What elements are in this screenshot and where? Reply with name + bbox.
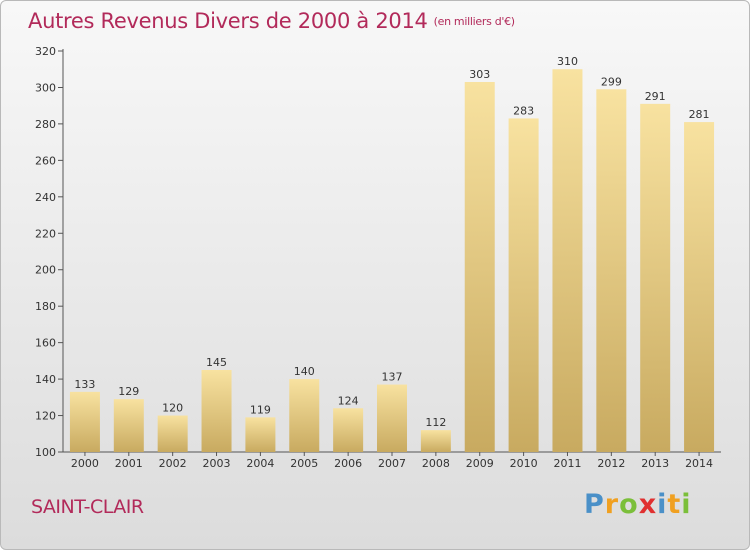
bar [113,399,144,452]
y-tick-label: 160 [35,337,56,350]
x-tick-label: 2011 [553,457,581,470]
bar-value-label: 119 [250,403,271,416]
chart-title: Autres Revenus Divers de 2000 à 2014 (en … [28,9,515,33]
bar-value-label: 133 [74,378,95,391]
bar [420,430,451,452]
chart-title-text: Autres Revenus Divers de 2000 à 2014 [28,9,428,33]
x-tick-label: 2007 [378,457,406,470]
y-tick-label: 200 [35,264,56,277]
bar-value-label: 145 [206,356,227,369]
bar [69,391,100,452]
bar-value-label: 137 [382,371,403,384]
bar-value-label: 291 [645,90,666,103]
x-tick-label: 2001 [115,457,143,470]
bar [333,408,364,452]
x-tick-label: 2008 [422,457,450,470]
bar-value-label: 112 [425,416,446,429]
y-tick-label: 300 [35,81,56,94]
bar [289,379,320,452]
x-tick-label: 2013 [641,457,669,470]
city-name: SAINT-CLAIR [31,496,144,518]
y-tick-label: 240 [35,191,56,204]
bar [464,81,495,453]
bar [201,369,232,452]
y-tick-label: 100 [35,446,56,459]
x-tick-label: 2006 [334,457,362,470]
y-tick-label: 280 [35,118,56,131]
y-tick-label: 320 [35,45,56,58]
x-tick-label: 2014 [685,457,713,470]
bar [245,417,276,452]
bar-value-label: 120 [162,402,183,415]
bar [508,118,539,452]
x-tick-label: 2005 [290,457,318,470]
bar [552,69,583,453]
y-tick-label: 140 [35,373,56,386]
y-tick-label: 220 [35,227,56,240]
bar [377,384,407,452]
x-tick-label: 2009 [466,457,494,470]
y-tick-label: 260 [35,154,56,167]
bar [157,415,188,452]
bar [684,122,715,452]
x-tick-label: 2012 [597,457,625,470]
bar [640,103,671,452]
x-tick-label: 2003 [203,457,231,470]
bar [596,89,627,452]
y-tick-label: 180 [35,300,56,313]
bar-value-label: 303 [469,68,490,81]
x-tick-label: 2000 [71,457,99,470]
bar-value-label: 310 [557,55,578,68]
x-tick-label: 2004 [246,457,274,470]
bar-value-label: 283 [513,104,534,117]
x-tick-label: 2002 [159,457,187,470]
bar-value-label: 299 [601,75,622,88]
bar-value-label: 281 [689,108,710,121]
x-tick-label: 2010 [510,457,538,470]
bar-value-label: 124 [338,394,359,407]
bar-value-label: 140 [294,365,315,378]
bar-value-label: 129 [118,385,139,398]
chart-unit: (en milliers d'€) [433,15,515,28]
proxiti-logo: Proxiti [584,489,692,520]
y-tick-label: 120 [35,410,56,423]
